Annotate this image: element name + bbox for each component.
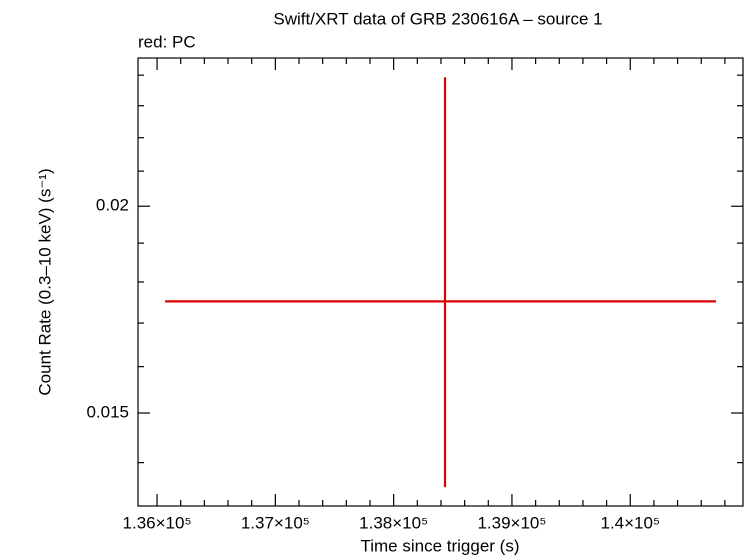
y-axis-label: Count Rate (0.3–10 keV) (s⁻¹)	[35, 168, 54, 395]
chart-title: Swift/XRT data of GRB 230616A – source 1	[273, 9, 602, 28]
y-tick-label: 0.015	[86, 403, 129, 422]
plot-frame	[137, 57, 744, 507]
x-tick-label: 1.36×10⁵	[123, 513, 192, 532]
x-tick-label: 1.37×10⁵	[241, 513, 310, 532]
x-tick-label: 1.4×10⁵	[600, 513, 660, 532]
x-tick-label: 1.38×10⁵	[359, 513, 428, 532]
chart-subtitle: red: PC	[138, 32, 196, 51]
y-tick-label: 0.02	[96, 196, 129, 215]
x-axis-label: Time since trigger (s)	[360, 536, 519, 555]
x-tick-label: 1.39×10⁵	[477, 513, 546, 532]
